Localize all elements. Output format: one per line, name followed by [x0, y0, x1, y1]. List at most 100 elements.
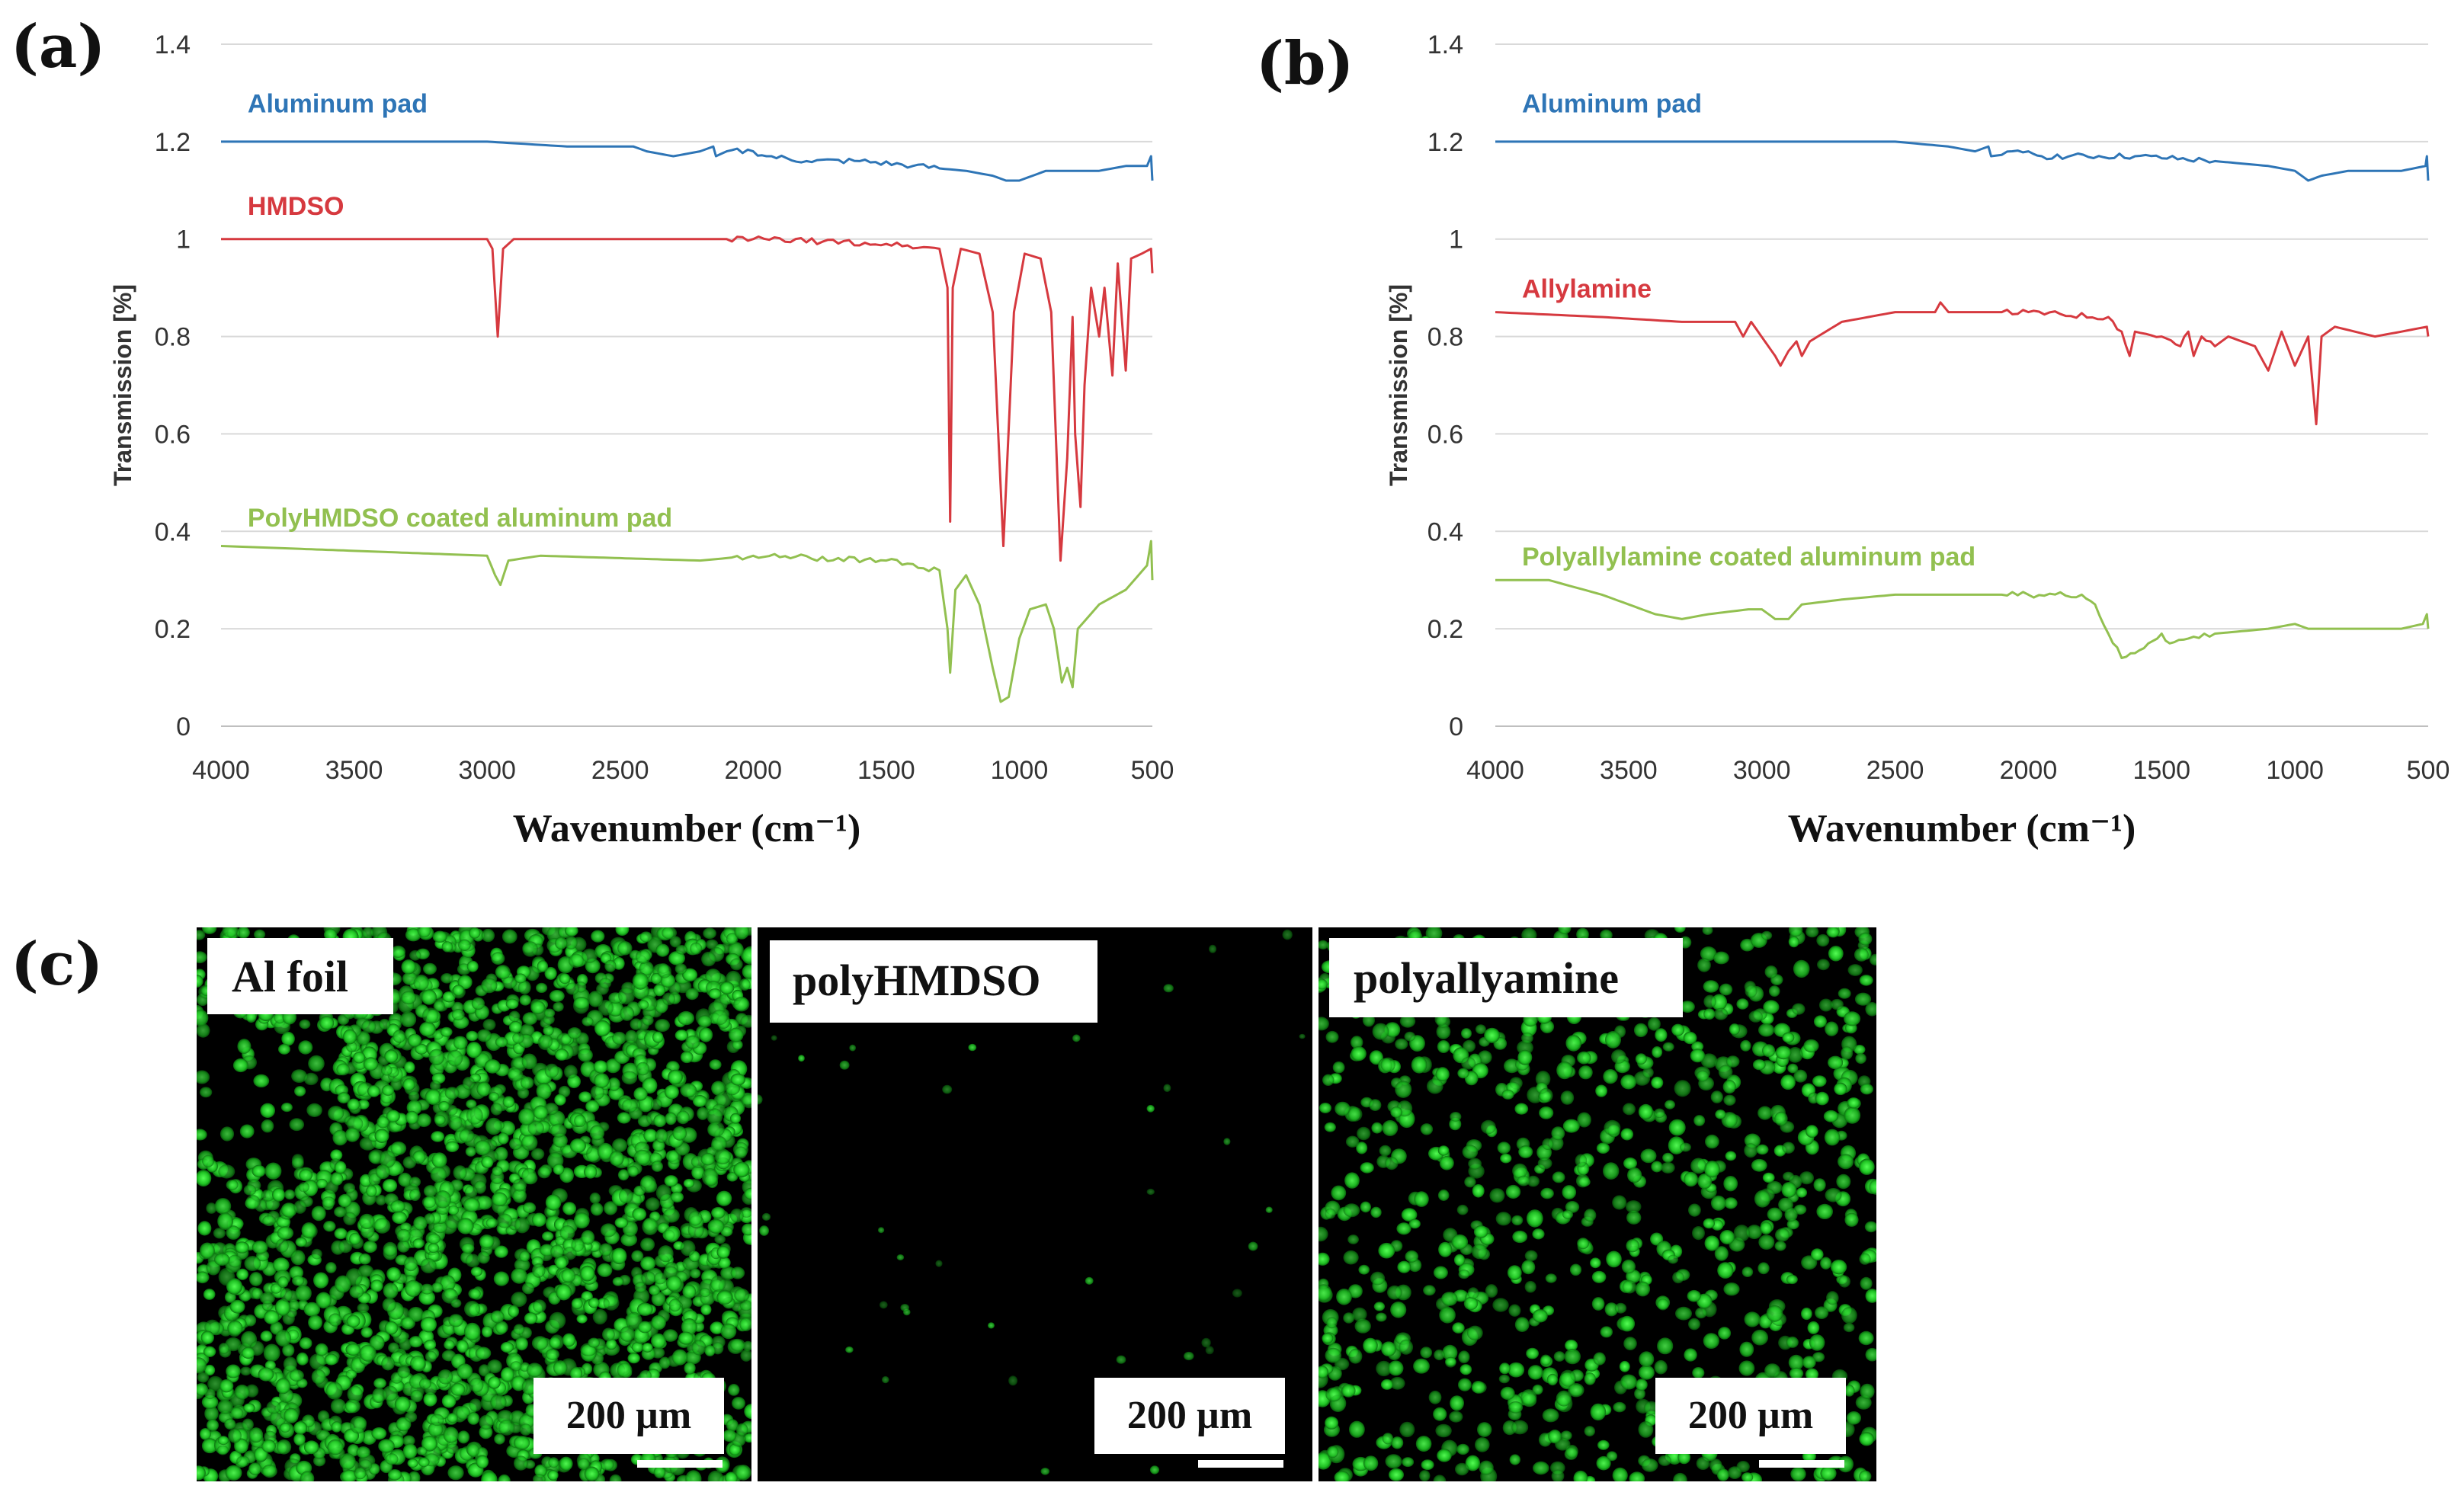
cell	[335, 1275, 351, 1293]
series-line	[221, 140, 1154, 182]
cell	[450, 1298, 462, 1308]
cell	[1508, 1362, 1525, 1378]
cell	[1526, 1347, 1539, 1359]
cell	[501, 929, 517, 944]
cell	[1620, 1374, 1637, 1390]
cell	[197, 1221, 212, 1236]
cell	[1505, 1184, 1521, 1199]
y-tick-label: 0.8	[155, 323, 191, 352]
cell	[1441, 1292, 1458, 1306]
cell	[658, 1245, 674, 1263]
cell	[322, 1196, 335, 1208]
cell	[1458, 1270, 1470, 1279]
cell	[474, 1140, 492, 1156]
cell	[1265, 1206, 1273, 1213]
cell	[465, 1146, 476, 1157]
cell	[662, 1329, 678, 1342]
cell	[678, 1331, 694, 1345]
cell	[292, 1275, 305, 1286]
cell	[369, 1334, 385, 1351]
cell	[545, 1194, 562, 1211]
cell	[495, 1036, 508, 1048]
cell	[641, 1271, 656, 1286]
cell	[1573, 1470, 1588, 1481]
cell	[1458, 1350, 1470, 1363]
cell	[376, 1116, 389, 1129]
cell	[1760, 1222, 1773, 1235]
cell	[1723, 1282, 1740, 1296]
cell	[1282, 929, 1293, 940]
cell	[581, 1230, 595, 1245]
cell	[373, 1378, 386, 1389]
cell	[1815, 1306, 1829, 1319]
cell	[1803, 1039, 1819, 1053]
cell	[425, 1350, 437, 1363]
cell	[280, 1202, 297, 1218]
cell	[1687, 1289, 1701, 1302]
cell	[252, 1288, 263, 1300]
cell	[476, 1029, 492, 1042]
cell	[339, 1453, 356, 1470]
cell	[612, 1276, 624, 1286]
cell	[252, 1164, 266, 1177]
cell	[464, 1185, 478, 1199]
cell	[685, 1470, 702, 1481]
cell	[1521, 1033, 1533, 1044]
cell	[1484, 1027, 1500, 1043]
cell	[651, 1314, 666, 1330]
cell	[197, 1009, 209, 1026]
cell	[533, 1474, 546, 1481]
cell	[531, 1336, 549, 1350]
cell	[650, 1098, 662, 1110]
cell	[264, 1162, 282, 1180]
cell	[573, 1212, 590, 1229]
image-label-box	[770, 940, 1097, 1023]
cell	[1433, 1407, 1447, 1421]
cell	[457, 1430, 470, 1444]
cell	[1376, 1360, 1392, 1377]
series-label: Polyallylamine coated aluminum pad	[1522, 543, 1975, 572]
cell	[533, 1299, 546, 1313]
cell	[600, 1459, 614, 1471]
cell	[1709, 1459, 1722, 1472]
cell	[1758, 1023, 1775, 1037]
cell	[1844, 1212, 1859, 1227]
cell	[670, 1191, 684, 1202]
cell	[1782, 1142, 1795, 1154]
cell	[219, 1126, 235, 1142]
cell	[1696, 1456, 1710, 1470]
cell	[1718, 1065, 1733, 1079]
cell	[197, 1070, 210, 1084]
cell	[701, 1168, 719, 1186]
cell	[1475, 1024, 1486, 1035]
cell	[1524, 1280, 1536, 1293]
cell	[1661, 1161, 1675, 1174]
cell	[716, 1091, 732, 1108]
cell	[1542, 1408, 1559, 1423]
cell	[359, 1213, 375, 1229]
cell	[1728, 1466, 1742, 1479]
cell	[466, 1443, 480, 1457]
cell	[430, 1414, 444, 1427]
cell	[1379, 1145, 1392, 1157]
cell	[1358, 1264, 1370, 1275]
cell	[849, 1044, 857, 1052]
cell	[309, 1353, 325, 1370]
cell	[555, 1049, 569, 1061]
cell	[879, 1301, 888, 1309]
cell	[402, 1078, 415, 1091]
cell	[716, 1246, 730, 1259]
cell	[633, 1149, 651, 1165]
x-axis-title: Wavenumber (cm⁻¹)	[1788, 807, 2136, 850]
cell	[1733, 1225, 1750, 1242]
cell	[1696, 1070, 1709, 1082]
cell	[1540, 1354, 1552, 1366]
cell	[1413, 1358, 1430, 1374]
cell	[1635, 1281, 1651, 1297]
cell	[618, 987, 635, 1005]
cell	[1756, 1144, 1769, 1155]
y-tick-label: 0.6	[1427, 420, 1463, 449]
cell	[664, 1226, 680, 1243]
cell	[1665, 1100, 1675, 1110]
